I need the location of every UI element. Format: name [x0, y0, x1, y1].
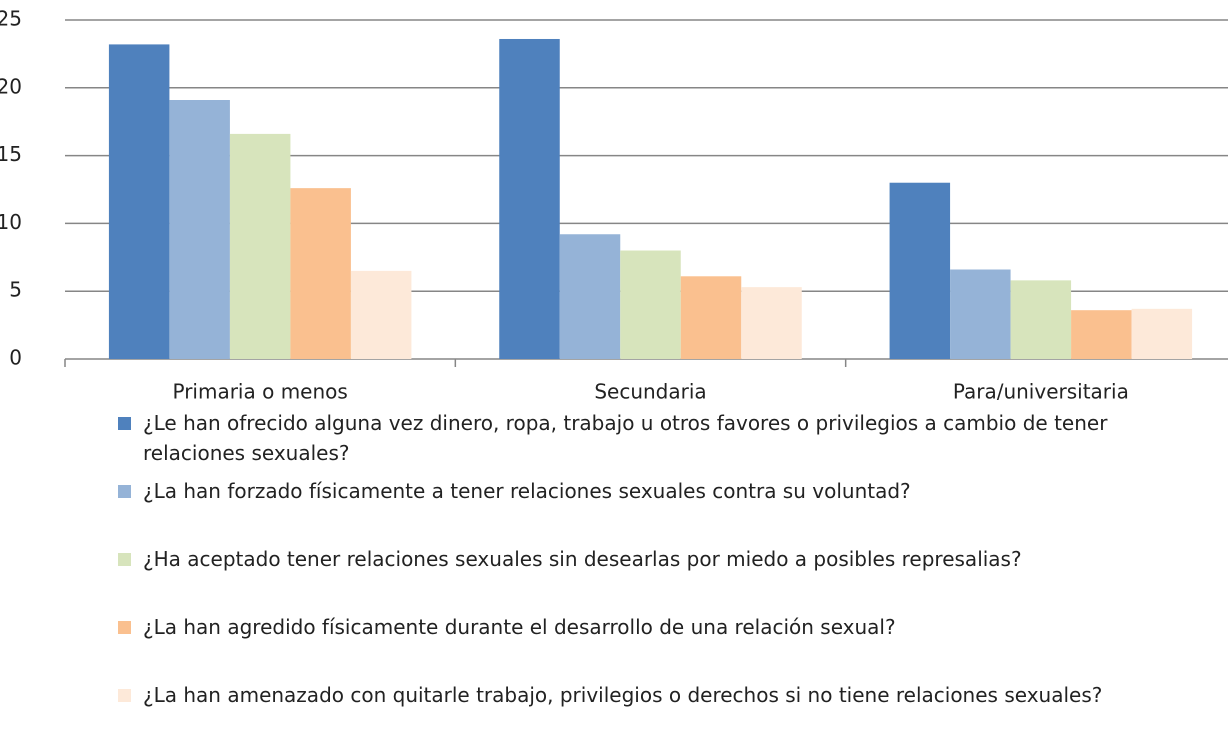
chart: 0 5 10 15 20 25 Primaria o menos Secundaria Para…	[0, 7, 1228, 401]
legend-swatch	[118, 553, 131, 566]
x-tick-label: Primaria o menos	[172, 380, 347, 401]
x-tick-label: Secundaria	[594, 380, 706, 401]
legend: ¿Le han ofrecido alguna vez dinero, ropa…	[118, 408, 1178, 748]
bar	[620, 250, 681, 359]
y-tick-label: 15	[0, 142, 22, 166]
legend-label: ¿La han agredido físicamente durante el …	[143, 615, 896, 639]
y-tick-label: 0	[9, 346, 22, 370]
legend-label: ¿La han forzado físicamente a tener rela…	[143, 479, 911, 503]
bar	[108, 44, 170, 360]
bar	[290, 188, 351, 359]
bar	[680, 276, 742, 359]
legend-item: ¿La han agredido físicamente durante el …	[118, 612, 1178, 680]
bar	[1131, 308, 1193, 359]
legend-label: ¿Ha aceptado tener relaciones sexuales s…	[143, 547, 1022, 571]
legend-swatch	[118, 689, 131, 702]
x-tick-label: Para/universitaria	[953, 380, 1129, 401]
bar	[889, 182, 951, 359]
bar	[950, 269, 1011, 359]
y-tick-label: 25	[0, 7, 22, 31]
bar	[350, 270, 412, 359]
legend-item: ¿La han forzado físicamente a tener rela…	[118, 476, 1178, 544]
bar	[169, 100, 230, 359]
bar	[559, 234, 621, 359]
legend-swatch	[118, 485, 131, 498]
bar	[1010, 280, 1072, 359]
legend-label: ¿La han amenazado con quitarle trabajo, …	[143, 683, 1103, 707]
bar	[741, 287, 802, 359]
legend-swatch	[118, 417, 131, 430]
bar	[1071, 310, 1132, 359]
legend-item: ¿Le han ofrecido alguna vez dinero, ropa…	[118, 408, 1178, 476]
legend-item: ¿La han amenazado con quitarle trabajo, …	[118, 680, 1178, 748]
y-tick-label: 20	[0, 74, 22, 98]
legend-label: ¿Le han ofrecido alguna vez dinero, ropa…	[143, 411, 1108, 465]
bar	[229, 133, 291, 359]
bar	[499, 38, 560, 359]
y-tick-label: 5	[9, 278, 22, 302]
legend-swatch	[118, 621, 131, 634]
y-tick-label: 10	[0, 210, 22, 234]
legend-item: ¿Ha aceptado tener relaciones sexuales s…	[118, 544, 1178, 612]
